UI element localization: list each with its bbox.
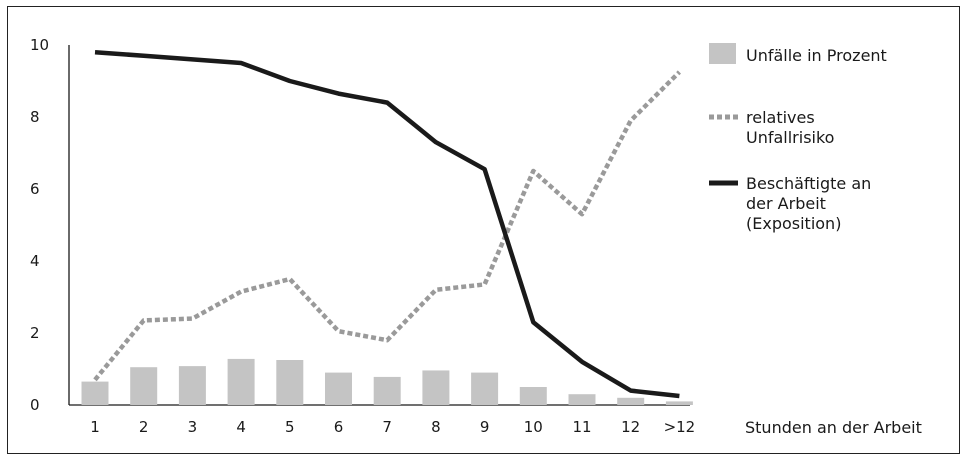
x-tick-label: 8	[431, 418, 441, 436]
x-tick-label: 9	[480, 418, 490, 436]
line-relative-risk	[93, 70, 681, 382]
legend: Unfälle in Prozent relatives Unfallrisik…	[709, 43, 887, 233]
bar	[130, 367, 158, 405]
bar	[276, 360, 304, 405]
bar	[519, 387, 547, 405]
bar	[665, 401, 693, 405]
line-exposure	[94, 49, 680, 399]
x-tick-label: 4	[236, 418, 246, 436]
y-tick-label: 8	[30, 108, 40, 126]
y-tick-labels: 0 2 4 6 8 10	[30, 36, 49, 414]
x-tick-label: >12	[664, 418, 696, 436]
y-tick-label: 4	[30, 252, 40, 270]
x-tick-labels: 1 2 3 4 5 6 7 8 9 10 11 12 >12	[90, 418, 695, 436]
bar	[227, 358, 255, 405]
y-tick-label: 2	[30, 324, 40, 342]
y-tick-label: 0	[30, 396, 40, 414]
x-tick-label: 2	[139, 418, 149, 436]
x-axis-label: Stunden an der Arbeit	[745, 418, 922, 437]
bar	[568, 394, 596, 405]
bar	[373, 376, 401, 405]
legend-label-bar: Unfälle in Prozent	[746, 46, 887, 65]
bar	[325, 372, 352, 405]
bar-series	[81, 358, 693, 405]
x-tick-label: 3	[188, 418, 198, 436]
x-tick-label: 1	[90, 418, 100, 436]
legend-label-solid: Beschäftigte an der Arbeit (Exposition)	[746, 174, 876, 233]
x-tick-label: 10	[524, 418, 543, 436]
legend-label-dotted: relatives Unfallrisiko	[746, 108, 834, 147]
bar	[617, 397, 645, 405]
y-tick-label: 10	[30, 36, 49, 54]
y-tick-label: 6	[30, 180, 40, 198]
bar	[471, 372, 499, 405]
x-tick-label: 11	[572, 418, 591, 436]
x-tick-label: 7	[382, 418, 392, 436]
x-tick-label: 5	[285, 418, 295, 436]
bar	[178, 366, 206, 405]
x-tick-label: 12	[621, 418, 640, 436]
bar	[81, 381, 109, 405]
x-tick-label: 6	[334, 418, 344, 436]
bar	[422, 370, 450, 405]
line-series	[93, 49, 681, 399]
legend-swatch-bar	[709, 43, 736, 64]
